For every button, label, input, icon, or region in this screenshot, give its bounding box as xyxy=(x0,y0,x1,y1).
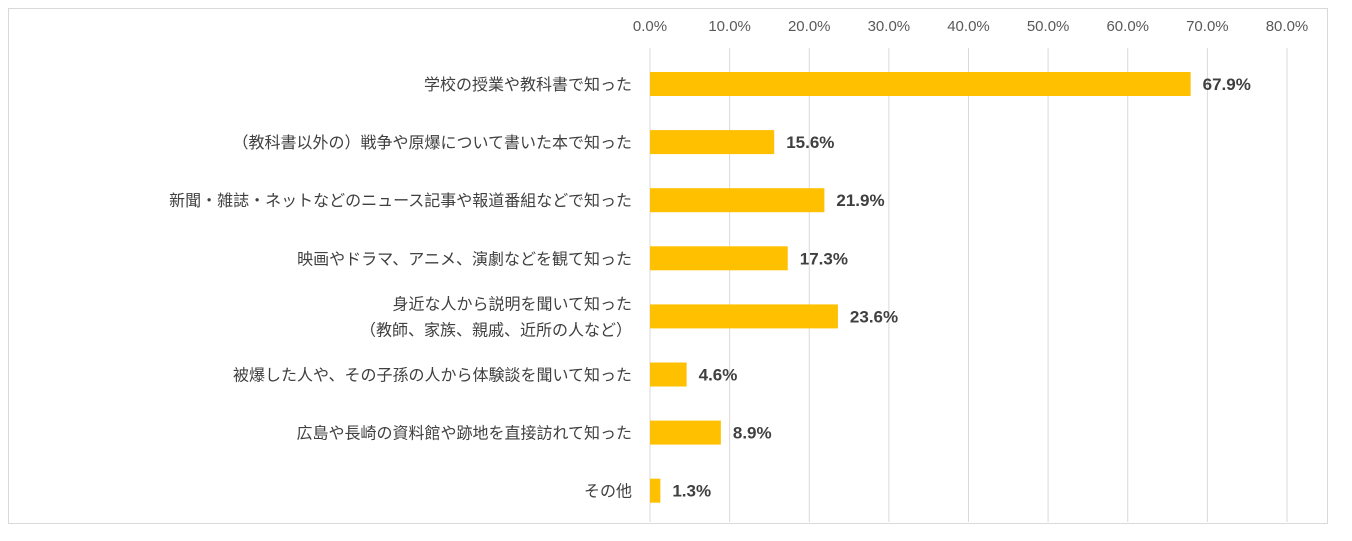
x-tick-label: 30.0% xyxy=(868,18,911,35)
x-tick-label: 10.0% xyxy=(708,18,751,35)
data-label: 1.3% xyxy=(672,482,711,501)
bar xyxy=(650,188,825,213)
bar xyxy=(650,304,838,329)
x-tick-label: 0.0% xyxy=(633,18,667,35)
category-label: （教師、家族、親戚、近所の人など） xyxy=(360,320,632,339)
category-label: 映画やドラマ、アニメ、演劇などを観て知った xyxy=(297,249,632,268)
bar xyxy=(650,246,788,271)
category-label: （教科書以外の）戦争や原爆について書いた本で知った xyxy=(232,133,632,152)
data-label: 67.9% xyxy=(1203,75,1251,94)
x-tick-label: 70.0% xyxy=(1186,18,1229,35)
bar xyxy=(650,362,687,387)
x-tick-label: 50.0% xyxy=(1027,18,1070,35)
data-label: 17.3% xyxy=(800,249,848,268)
category-label: 新聞・雑誌・ネットなどのニュース記事や報道番組などで知った xyxy=(169,191,632,210)
bar xyxy=(650,72,1191,96)
data-label: 21.9% xyxy=(836,191,884,210)
x-tick-label: 20.0% xyxy=(788,18,831,35)
data-label: 15.6% xyxy=(786,133,834,152)
bar xyxy=(650,478,661,503)
category-label: 被爆した人や、その子孫の人から体験談を聞いて知った xyxy=(233,366,632,385)
category-label: 学校の授業や教科書で知った xyxy=(424,75,632,94)
data-label: 8.9% xyxy=(733,424,772,443)
x-tick-label: 80.0% xyxy=(1266,18,1309,35)
category-label: 広島や長崎の資料館や跡地を直接訪れて知った xyxy=(296,424,632,443)
x-tick-label: 40.0% xyxy=(947,18,990,35)
bar xyxy=(650,130,775,155)
data-label: 23.6% xyxy=(850,307,898,326)
category-label: その他 xyxy=(584,482,632,501)
category-label: 身近な人から説明を聞いて知った xyxy=(392,294,632,313)
bar xyxy=(650,420,721,445)
data-label: 4.6% xyxy=(699,366,738,385)
x-tick-label: 60.0% xyxy=(1106,18,1149,35)
